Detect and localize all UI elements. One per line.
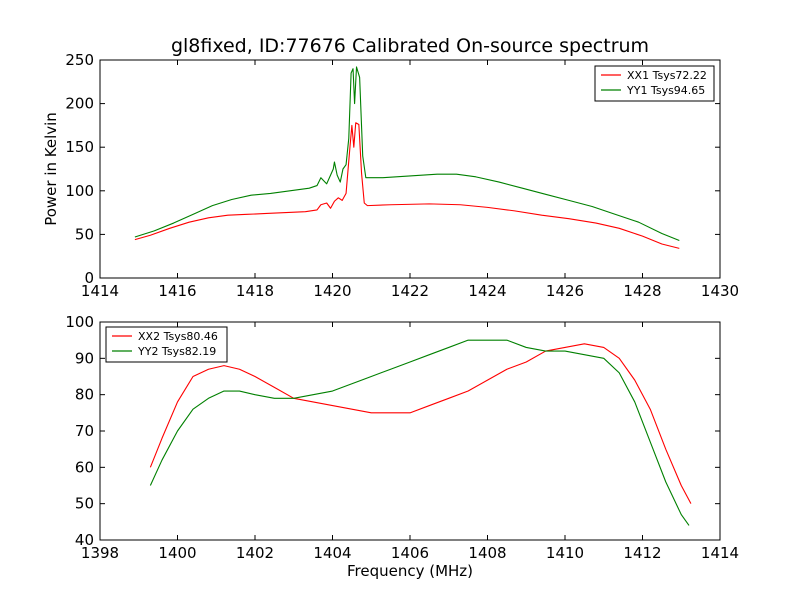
x-tick-label: 1428 [623, 282, 661, 300]
x-tick-label: 1420 [313, 282, 351, 300]
x-tick-label: 1410 [546, 544, 584, 562]
x-tick-label: 1418 [236, 282, 274, 300]
x-tick-label: 1408 [468, 544, 506, 562]
y-tick-label: 250 [65, 51, 94, 69]
x-tick-label: 1406 [391, 544, 429, 562]
legend: XX2 Tsys80.46 YY2 Tsys82.19 [105, 326, 228, 363]
y-tick-label: 80 [75, 386, 94, 404]
x-tick-label: 1402 [236, 544, 274, 562]
series-line-2-2 [149, 339, 690, 526]
y-tick-label: 200 [65, 95, 94, 113]
legend-box [594, 65, 715, 102]
y-tick-label: 150 [65, 138, 94, 156]
x-tick-label: 1416 [158, 282, 196, 300]
y-axis-label: Power in Kelvin [42, 112, 60, 226]
y-tick-label: 90 [75, 349, 94, 367]
x-tick-label: 1412 [623, 544, 661, 562]
chart-panel-2: 1398 1400 1402 1404 1406 1408 1410 1412 1414 40 50… [65, 313, 739, 580]
legend-label: XX1 Tsys72.22 [627, 69, 707, 82]
x-tick-label: 1414 [701, 544, 739, 562]
y-tick-label: 50 [75, 495, 94, 513]
x-tick-label: 1426 [546, 282, 584, 300]
x-tick-label: 1424 [468, 282, 506, 300]
legend-box [105, 326, 228, 363]
series-line-2-1 [149, 343, 692, 504]
y-tick-label: 100 [65, 182, 94, 200]
y-tick-label: 60 [75, 458, 94, 476]
x-tick-label: 1422 [391, 282, 429, 300]
x-tick-label: 1430 [701, 282, 739, 300]
x-axis-label: Frequency (MHz) [347, 562, 473, 580]
legend-label: YY1 Tsys94.65 [626, 84, 705, 97]
y-tick-label: 100 [65, 313, 94, 331]
y-tick-label: 40 [75, 531, 94, 549]
x-tick-label: 1398 [81, 544, 119, 562]
y-tick-label: 70 [75, 422, 94, 440]
x-tick-label: 1400 [158, 544, 196, 562]
y-tick-label: 50 [75, 225, 94, 243]
x-tick-label: 1404 [313, 544, 351, 562]
legend-label: YY2 Tsys82.19 [137, 345, 216, 358]
y-tick-label: 0 [84, 269, 94, 287]
x-tick-label: 1414 [81, 282, 119, 300]
legend-label: XX2 Tsys80.46 [138, 330, 218, 343]
series-line-1-2 [134, 66, 680, 242]
chart-panel-1: 1414 1416 1418 1420 1422 1424 1426 1428 1430 0 50 1… [42, 35, 739, 300]
legend: XX1 Tsys72.22 YY1 Tsys94.65 [594, 65, 715, 102]
chart-title: gl8fixed, ID:77676 Calibrated On-source … [171, 35, 649, 57]
series-line-1-1 [134, 122, 680, 249]
